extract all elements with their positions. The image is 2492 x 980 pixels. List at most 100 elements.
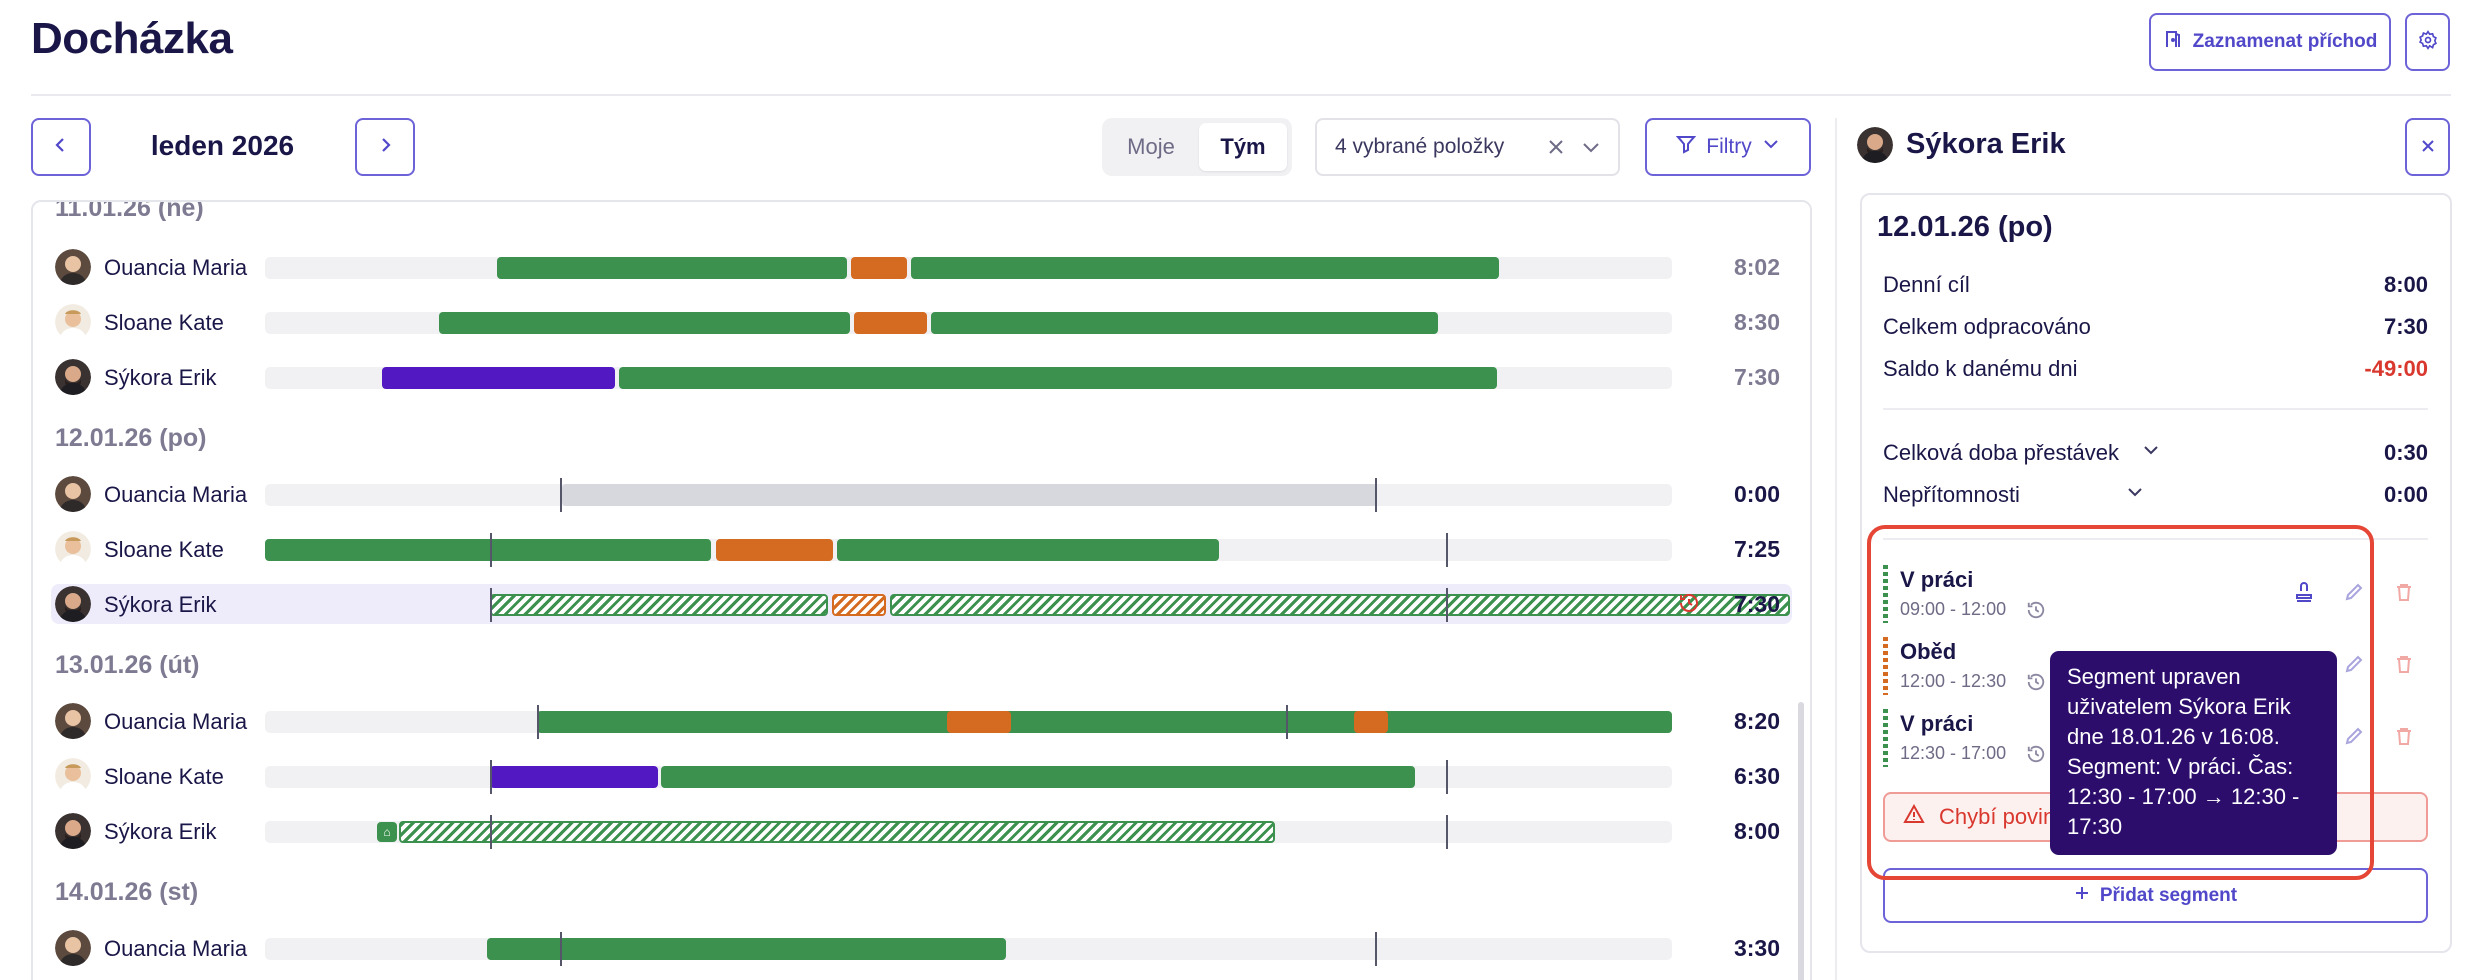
chevron-left-icon	[52, 136, 70, 159]
stamp-icon[interactable]	[2293, 581, 2315, 608]
timeline-row[interactable]: Sýkora Erik 7:30	[33, 357, 1810, 397]
chevron-right-icon	[376, 136, 394, 159]
edit-icon[interactable]	[2343, 653, 2365, 680]
toggle-mine[interactable]: Moje	[1127, 134, 1175, 159]
break-segment[interactable]	[851, 257, 907, 279]
break-segment[interactable]	[1354, 711, 1388, 733]
timeline-row[interactable]: Ouancia Maria 8:20	[33, 701, 1810, 741]
history-icon[interactable]	[2026, 600, 2046, 625]
day-total: 3:30	[1733, 935, 1780, 961]
timeline-scrollbar[interactable]	[1798, 702, 1804, 980]
absence-segment[interactable]	[382, 367, 615, 389]
segment-item[interactable]: Oběd 12:00 - 12:30	[1883, 637, 2428, 695]
person-name: Sloane Kate	[104, 764, 224, 789]
work-segment[interactable]	[497, 257, 847, 279]
person-name: Ouancia Maria	[104, 482, 248, 507]
segments-divider	[1883, 538, 2428, 540]
work-segment[interactable]	[265, 539, 711, 561]
timeline-track[interactable]	[265, 257, 1672, 279]
stat-label: Saldo k danému dni	[1883, 356, 2078, 381]
timeline-row[interactable]: Ouancia Maria 8:02	[33, 247, 1810, 287]
timeline-row[interactable]: Sloane Kate 8:30	[33, 302, 1810, 342]
timeline-track[interactable]	[265, 705, 1672, 739]
timeline-track[interactable]	[265, 588, 1790, 622]
timeline-track[interactable]	[265, 367, 1672, 389]
close-panel-button[interactable]	[2405, 118, 2450, 176]
avatar	[55, 304, 91, 340]
segment-time: 12:30 - 17:00	[1900, 743, 2007, 763]
current-month-label: leden 2026	[150, 130, 295, 161]
timeline-row-selected[interactable]: Sýkora Erik 7:30	[51, 584, 1792, 624]
avatar	[1857, 127, 1893, 163]
segment-color-bar	[1883, 709, 1888, 767]
segment-item[interactable]: V práci 12:30 - 17:00	[1883, 709, 2428, 767]
history-icon[interactable]	[2026, 672, 2046, 697]
person-name: Ouancia Maria	[104, 709, 248, 734]
timeline-row[interactable]: Sýkora Erik ⌂ 8:00	[33, 811, 1810, 851]
timeline-track[interactable]	[265, 760, 1672, 794]
avatar	[55, 813, 91, 849]
day-total: 7:30	[1733, 591, 1780, 617]
edited-break-segment[interactable]	[832, 594, 886, 616]
shift-start-marker	[560, 478, 562, 512]
work-segment[interactable]	[619, 367, 1497, 389]
record-arrival-button[interactable]: Zaznamenat příchod	[2149, 13, 2391, 71]
work-segment[interactable]	[487, 938, 1006, 960]
work-segment[interactable]	[661, 766, 1415, 788]
absence-segment[interactable]	[490, 766, 658, 788]
break-segment[interactable]	[716, 539, 833, 561]
chevron-down-icon	[1762, 135, 1780, 159]
day-total: 0:00	[1733, 481, 1780, 507]
delete-icon[interactable]	[2393, 725, 2415, 752]
clear-icon[interactable]	[1546, 137, 1566, 157]
timeline-row[interactable]: Ouancia Maria 0:00	[33, 474, 1810, 514]
work-segment[interactable]	[931, 312, 1438, 334]
stat-label: Denní cíl	[1883, 272, 1970, 297]
delete-icon[interactable]	[2393, 653, 2415, 680]
panel-divider	[1835, 118, 1837, 980]
toggle-team[interactable]: Tým	[1199, 123, 1287, 171]
timeline-row[interactable]: Ouancia Maria 3:30	[33, 928, 1810, 968]
home-office-icon: ⌂	[377, 822, 397, 842]
history-icon[interactable]	[2026, 744, 2046, 769]
person-name: Sýkora Erik	[104, 819, 217, 844]
edit-icon[interactable]	[2343, 581, 2365, 608]
edited-work-segment[interactable]	[890, 594, 1790, 616]
breaks-expandable[interactable]: Celková doba přestávek 0:30	[1883, 440, 2428, 466]
chevron-down-icon[interactable]	[2125, 482, 2145, 508]
work-segment[interactable]	[439, 312, 850, 334]
timeline-row[interactable]: Sloane Kate 7:25	[33, 529, 1810, 569]
shift-start-marker	[560, 932, 562, 966]
absences-expandable[interactable]: Nepřítomnosti 0:00	[1883, 482, 2428, 508]
break-segment[interactable]	[854, 312, 927, 334]
filters-button[interactable]: Filtry	[1645, 118, 1811, 176]
work-segment[interactable]	[911, 257, 1499, 279]
timeline-track[interactable]	[265, 312, 1672, 334]
previous-month-button[interactable]	[31, 118, 91, 176]
segments-highlight-frame	[1867, 525, 2374, 880]
edited-work-segment[interactable]	[399, 821, 1275, 843]
avatar	[55, 930, 91, 966]
chevron-down-icon[interactable]	[1580, 136, 1602, 158]
avatar	[55, 703, 91, 739]
work-segment[interactable]	[837, 539, 1219, 561]
work-segment[interactable]	[537, 711, 1672, 733]
delete-icon[interactable]	[2393, 581, 2415, 608]
timeline-row[interactable]: Sloane Kate 6:30	[33, 756, 1810, 796]
edit-history-icon[interactable]	[1678, 592, 1700, 619]
planned-segment[interactable]	[562, 484, 1377, 506]
timeline-track[interactable]	[265, 932, 1672, 966]
timeline-track[interactable]: ⌂	[265, 815, 1672, 849]
segment-item[interactable]: V práci 09:00 - 12:00	[1883, 565, 2428, 623]
chevron-down-icon[interactable]	[2141, 440, 2161, 466]
timeline-track[interactable]	[265, 478, 1672, 512]
edited-work-segment[interactable]	[490, 594, 828, 616]
edit-icon[interactable]	[2343, 725, 2365, 752]
people-select[interactable]: 4 vybrané položky	[1315, 118, 1620, 176]
stat-value: 0:30	[2383, 440, 2428, 465]
next-month-button[interactable]	[355, 118, 415, 176]
detail-person-name: Sýkora Erik	[1906, 128, 2066, 160]
break-segment[interactable]	[947, 711, 1011, 733]
timeline-track[interactable]	[265, 533, 1672, 567]
settings-button[interactable]	[2405, 13, 2450, 71]
